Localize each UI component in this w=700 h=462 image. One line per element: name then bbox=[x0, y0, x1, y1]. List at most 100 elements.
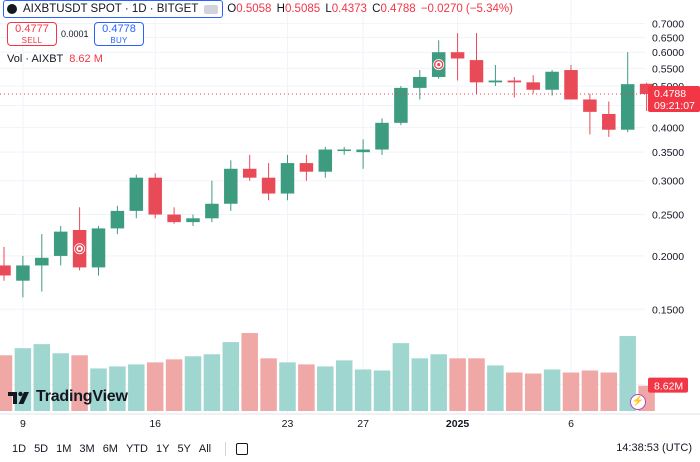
volume-bar bbox=[279, 362, 296, 411]
candle[interactable] bbox=[507, 76, 522, 98]
candle-body bbox=[337, 149, 351, 152]
candle[interactable] bbox=[186, 214, 200, 227]
range-button-1y[interactable]: 1Y bbox=[155, 443, 170, 455]
range-button-3m[interactable]: 3M bbox=[79, 443, 95, 455]
volume-bar bbox=[392, 343, 410, 411]
range-button-5y[interactable]: 5Y bbox=[177, 443, 191, 455]
candle[interactable] bbox=[413, 70, 427, 100]
candle[interactable] bbox=[337, 146, 351, 155]
candle[interactable] bbox=[110, 205, 125, 235]
candle[interactable] bbox=[450, 33, 465, 81]
candle[interactable] bbox=[602, 101, 616, 137]
candle[interactable] bbox=[261, 163, 276, 201]
range-button-ytd[interactable]: YTD bbox=[125, 443, 148, 455]
candle[interactable] bbox=[394, 86, 408, 126]
candle-body bbox=[375, 122, 389, 150]
tradingview-logo[interactable]: TradingView bbox=[8, 388, 128, 406]
candle[interactable] bbox=[469, 33, 484, 94]
candle[interactable] bbox=[526, 75, 540, 94]
volume-bar bbox=[128, 364, 145, 411]
candle[interactable] bbox=[35, 234, 49, 292]
candle[interactable] bbox=[91, 226, 106, 276]
candle[interactable] bbox=[299, 154, 314, 181]
candle[interactable] bbox=[639, 82, 654, 111]
candle[interactable] bbox=[280, 154, 295, 201]
candle-body bbox=[35, 257, 49, 266]
candle-body bbox=[186, 218, 200, 223]
visibility-icon[interactable] bbox=[204, 4, 219, 14]
candle[interactable] bbox=[242, 154, 257, 181]
range-button-5d[interactable]: 5D bbox=[34, 443, 49, 455]
volume-bar bbox=[260, 358, 277, 411]
volume-bar bbox=[165, 359, 183, 411]
event-marker-icon[interactable] bbox=[74, 243, 86, 255]
price-tick-label: 0.1500 bbox=[652, 304, 684, 316]
symbol-selector[interactable]: AIXBTUSDT SPOT · 1D · BITGET bbox=[3, 0, 224, 18]
volume-bar bbox=[52, 353, 69, 411]
calendar-icon[interactable] bbox=[236, 443, 249, 455]
candle[interactable] bbox=[129, 174, 144, 219]
low-label: L bbox=[325, 3, 332, 15]
candle[interactable] bbox=[620, 52, 635, 133]
candle[interactable] bbox=[564, 65, 578, 100]
volume-bar bbox=[90, 368, 107, 411]
volume-bar bbox=[373, 370, 391, 411]
candle[interactable] bbox=[356, 139, 370, 169]
range-button-all[interactable]: All bbox=[198, 443, 212, 455]
candle[interactable] bbox=[72, 207, 87, 271]
candle[interactable] bbox=[0, 246, 11, 281]
buy-button[interactable]: 0.4778 BUY bbox=[94, 22, 144, 46]
last-price-value: 0.4788 bbox=[654, 88, 686, 100]
candle-body bbox=[507, 80, 522, 83]
event-markers[interactable] bbox=[74, 59, 445, 255]
range-button-1m[interactable]: 1M bbox=[56, 443, 72, 455]
candle[interactable] bbox=[545, 70, 559, 96]
utc-clock[interactable]: 14:38:53 (UTC) bbox=[616, 442, 692, 454]
candle[interactable] bbox=[375, 118, 389, 155]
lightning-icon[interactable]: ⚡ bbox=[630, 394, 646, 410]
candle-body bbox=[413, 76, 427, 88]
time-tick-label: 27 bbox=[357, 418, 369, 430]
range-button-6m[interactable]: 6M bbox=[102, 443, 118, 455]
volume-bar bbox=[430, 354, 447, 411]
event-marker-icon[interactable] bbox=[433, 59, 445, 71]
event-marker-ring bbox=[434, 59, 444, 70]
volume-legend[interactable]: Vol · AIXBT 8.62 M bbox=[7, 53, 103, 65]
volume-bar bbox=[506, 372, 523, 411]
candle-body bbox=[564, 70, 578, 100]
volume-badge-value: 8.62M bbox=[654, 381, 683, 393]
price-tick-label: 0.5500 bbox=[652, 63, 684, 75]
time-axis[interactable]: 9 16 23 27 2025 6 bbox=[0, 413, 700, 430]
candlestick-chart[interactable]: 0.70000.65000.60000.55000.50000.45000.40… bbox=[0, 0, 700, 436]
volume-bar bbox=[581, 370, 599, 411]
candle-body bbox=[318, 149, 333, 172]
high-value: 0.5085 bbox=[284, 3, 321, 15]
candle[interactable] bbox=[53, 226, 68, 266]
candle-body bbox=[394, 87, 408, 123]
volume-bar bbox=[600, 372, 618, 411]
sell-button[interactable]: 0.4777 SELL bbox=[7, 22, 57, 46]
range-button-1d[interactable]: 1D bbox=[12, 443, 27, 455]
volume-bar bbox=[317, 366, 334, 411]
candle[interactable] bbox=[16, 255, 30, 298]
candle[interactable] bbox=[148, 173, 162, 219]
volume-bar bbox=[411, 358, 429, 411]
time-tick-label: 16 bbox=[149, 418, 161, 430]
candle[interactable] bbox=[167, 207, 181, 224]
candle-body bbox=[224, 168, 238, 204]
price-tick-label: 0.2000 bbox=[652, 251, 684, 263]
candle[interactable] bbox=[224, 160, 238, 211]
candle-body bbox=[583, 99, 597, 112]
change-value: −0.0270 (−5.34%) bbox=[420, 3, 513, 15]
candle-body bbox=[205, 203, 219, 219]
candle[interactable] bbox=[318, 146, 333, 178]
price-axis[interactable]: 0.70000.65000.60000.55000.50000.45000.40… bbox=[648, 19, 700, 393]
range-toolbar: 1D 5D 1M 3M 6M YTD 1Y 5Y All 14:38:53 (UTC) bbox=[0, 436, 700, 462]
candle[interactable] bbox=[205, 180, 219, 223]
event-marker-ring bbox=[74, 244, 85, 254]
candle[interactable] bbox=[488, 65, 503, 87]
volume-bar bbox=[0, 355, 13, 411]
event-marker-dot bbox=[78, 247, 82, 251]
candle[interactable] bbox=[583, 93, 597, 135]
ohlc-legend: O0.5058 H0.5085 L0.4373 C0.4788 −0.0270 … bbox=[227, 3, 515, 15]
